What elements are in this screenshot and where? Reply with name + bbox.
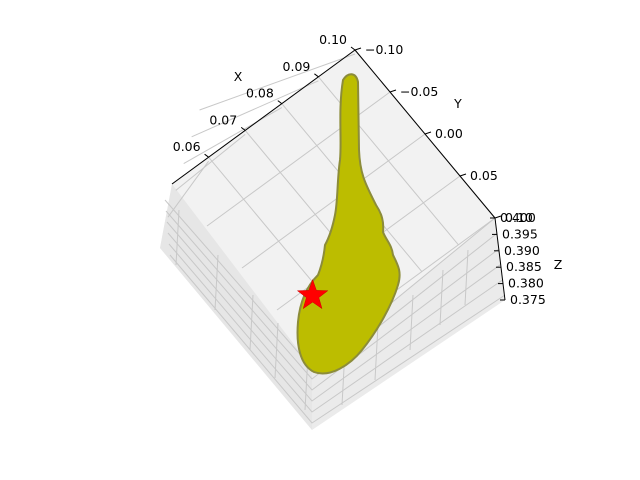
- x-tick-mark: [351, 47, 355, 50]
- y-tick-mark: [390, 90, 396, 92]
- y-tick-label: 0.00: [435, 126, 463, 141]
- z-tick-label: 0.375: [510, 292, 546, 307]
- z-tick-label: 0.390: [504, 243, 540, 258]
- x-tick-label: 0.07: [209, 112, 237, 127]
- x-tick-label: 0.08: [246, 86, 274, 101]
- y-tick-label: 0.05: [470, 168, 498, 183]
- x-axis-label: X: [234, 69, 243, 84]
- y-tick-label: −0.10: [365, 42, 403, 57]
- z-axis-label: Z: [554, 257, 563, 272]
- y-tick-mark: [425, 132, 431, 134]
- x-tick-label: 0.09: [283, 59, 311, 74]
- z-tick-label: 0.395: [502, 226, 538, 241]
- x-tick-label: 0.06: [173, 139, 201, 154]
- y-tick-label: −0.05: [400, 84, 438, 99]
- x-tick-label: 0.10: [319, 32, 347, 47]
- y-axis-label: Y: [453, 96, 462, 111]
- z-tick-label: 0.400: [500, 210, 536, 225]
- x-tick-mark: [314, 74, 318, 77]
- y-tick-mark: [460, 174, 466, 176]
- z-tick-label: 0.380: [508, 276, 544, 291]
- y-tick-mark: [355, 48, 361, 50]
- x-tick-mark: [205, 154, 209, 157]
- z-tick-label: 0.385: [506, 259, 542, 274]
- x-tick-mark: [278, 101, 282, 104]
